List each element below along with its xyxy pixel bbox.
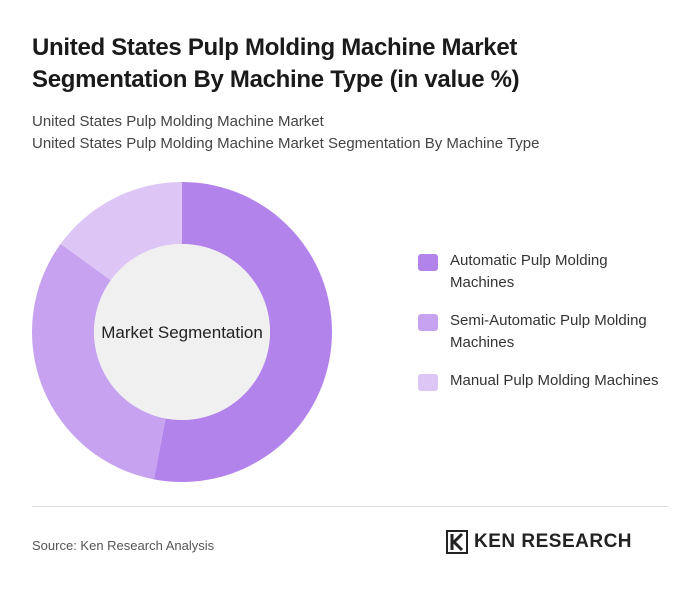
donut-segment (153, 182, 332, 482)
donut-center (94, 244, 270, 420)
legend-item: Manual Pulp Molding Machines (418, 370, 668, 392)
donut-segment (31, 243, 166, 480)
brand-name: KEN RESEARCH (474, 531, 633, 552)
subtitle: United States Pulp Molding Machine Marke… (32, 113, 324, 130)
brand-logo: KEN RESEARCH (446, 530, 632, 554)
legend-item: Semi-Automatic Pulp Molding Machines (418, 310, 668, 354)
center-label: Market Segmentation (101, 323, 263, 342)
legend-label: Manual Pulp Molding Machines (450, 372, 659, 389)
legend-swatch (418, 374, 438, 391)
chart-title: United States Pulp Molding Machine Marke… (32, 34, 520, 93)
legend-swatch (418, 314, 438, 331)
donut-segment (60, 182, 183, 281)
divider (32, 506, 668, 507)
source: Source: Ken Research Analysis (32, 538, 215, 553)
legend-label: Automatic Pulp Molding Machines (450, 252, 608, 291)
legend-label: Semi-Automatic Pulp Molding Machines (450, 312, 647, 351)
donut-chart: Market Segmentation (31, 182, 332, 482)
legend-item: Automatic Pulp Molding Machines (418, 250, 668, 294)
legend-swatch (418, 254, 438, 271)
subtitle: United States Pulp Molding Machine Marke… (32, 135, 540, 152)
logo-icon (446, 530, 468, 554)
legend: Automatic Pulp Molding Machines Semi-Auto… (418, 250, 668, 408)
